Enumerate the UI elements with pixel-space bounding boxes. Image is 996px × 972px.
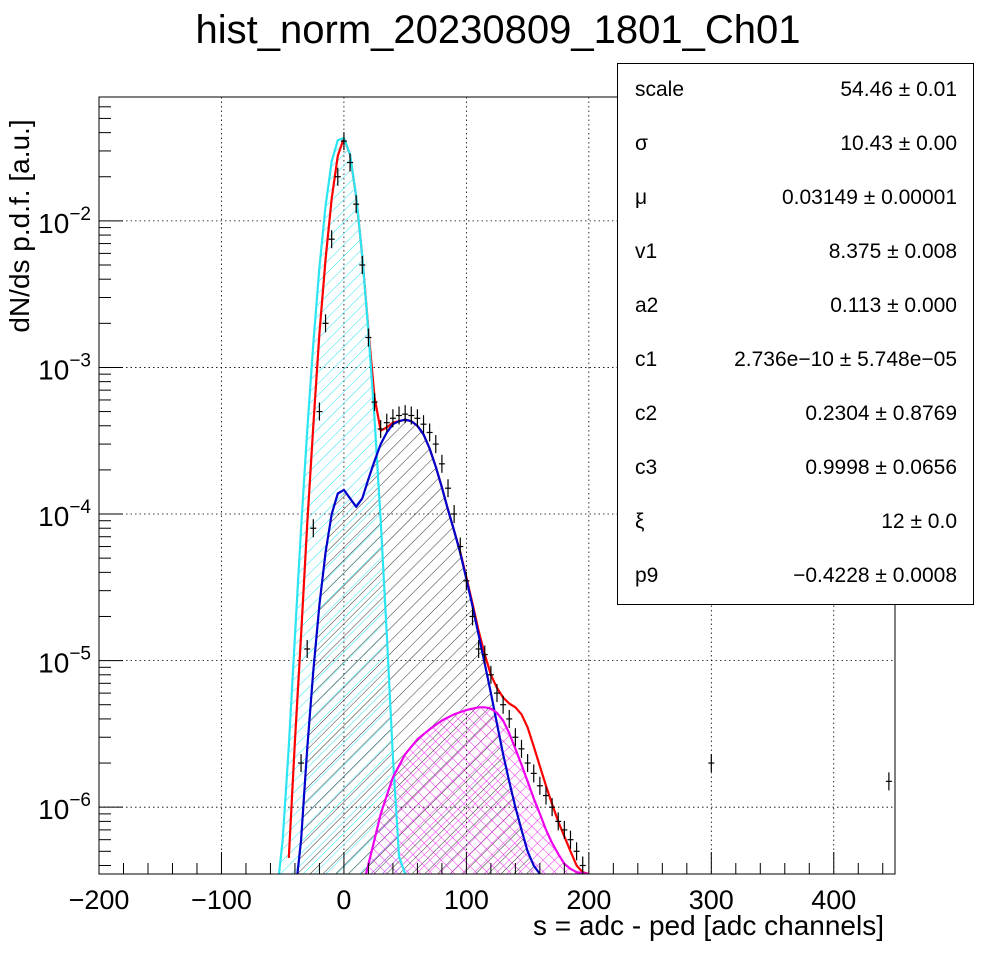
- y-tick-label: 10−2: [38, 204, 91, 239]
- x-tick-label: −100: [191, 885, 252, 915]
- stat-name: a2: [635, 294, 659, 317]
- series-layer: [277, 137, 590, 874]
- stat-row-c3: c3 0.9998 ± 0.0656: [618, 442, 973, 496]
- y-tick-label: 10−3: [38, 350, 91, 385]
- stat-row-c2: c2 0.2304 ± 0.8769: [618, 388, 973, 442]
- stat-name: c1: [635, 348, 658, 371]
- stat-name: p9: [635, 564, 659, 587]
- stat-value: −0.4228 ± 0.0008: [793, 564, 957, 587]
- x-tick-label: 400: [811, 885, 856, 915]
- stat-name: c3: [635, 456, 658, 479]
- y-axis-label: dN/ds p.d.f. [a.u.]: [4, 119, 35, 333]
- stat-name: μ: [635, 186, 648, 209]
- y-tick-label: 10−6: [38, 790, 91, 825]
- stat-value: 54.46 ± 0.01: [840, 78, 957, 101]
- x-tick-label: 100: [444, 885, 489, 915]
- stat-name: ξ: [635, 510, 645, 533]
- pedestal-curve: [277, 137, 407, 874]
- stat-name: c2: [635, 402, 658, 425]
- stat-row-v1: v1 8.375 ± 0.008: [618, 226, 973, 280]
- stat-name: scale: [635, 78, 685, 101]
- stat-value: 10.43 ± 0.00: [840, 132, 957, 155]
- y-tick-label: 10−5: [38, 644, 91, 679]
- stat-value: 0.9998 ± 0.0656: [805, 456, 957, 479]
- stat-row-mu: μ 0.03149 ± 0.00001: [618, 172, 973, 226]
- stat-value: 0.113 ± 0.000: [830, 294, 957, 317]
- chart-title: hist_norm_20230809_1801_Ch01: [195, 8, 801, 52]
- stat-row-a2: a2 0.113 ± 0.000: [618, 280, 973, 334]
- stat-value: 0.03149 ± 0.00001: [781, 186, 957, 209]
- secondary-curve-fill: [366, 707, 589, 874]
- x-axis-label: s = adc - ped [adc channels]: [533, 910, 884, 941]
- stat-row-scale: scale 54.46 ± 0.01: [618, 64, 973, 118]
- stat-name: v1: [635, 240, 658, 263]
- axis-ticks: −200 −100 0 100 200 300 400 10−6 10−5 10−4 10−3 10−…: [38, 96, 884, 915]
- stat-row-c1: c1 2.736e−10 ± 5.748e−05: [618, 334, 973, 388]
- x-tick-label: 300: [689, 885, 734, 915]
- stat-row-p9: p9 −0.4228 ± 0.0008: [618, 550, 973, 604]
- x-tick-label: −200: [69, 885, 130, 915]
- secondary-curve: [364, 706, 589, 874]
- stat-name: σ: [635, 132, 648, 155]
- stat-value: 12 ± 0.0: [881, 510, 957, 533]
- x-tick-label: 0: [336, 885, 351, 915]
- stat-row-sigma: σ 10.43 ± 0.00: [618, 118, 973, 172]
- data-points-layer: [298, 132, 892, 874]
- fit-stats-box: scale 54.46 ± 0.01 σ 10.43 ± 0.00 μ 0.03…: [617, 63, 974, 605]
- stat-row-xi: ξ 12 ± 0.0: [618, 496, 973, 550]
- stat-value: 2.736e−10 ± 5.748e−05: [734, 348, 957, 371]
- y-tick-label: 10−4: [38, 497, 91, 532]
- stat-value: 0.2304 ± 0.8769: [805, 402, 957, 425]
- stat-value: 8.375 ± 0.008: [828, 240, 957, 263]
- x-tick-label: 200: [566, 885, 611, 915]
